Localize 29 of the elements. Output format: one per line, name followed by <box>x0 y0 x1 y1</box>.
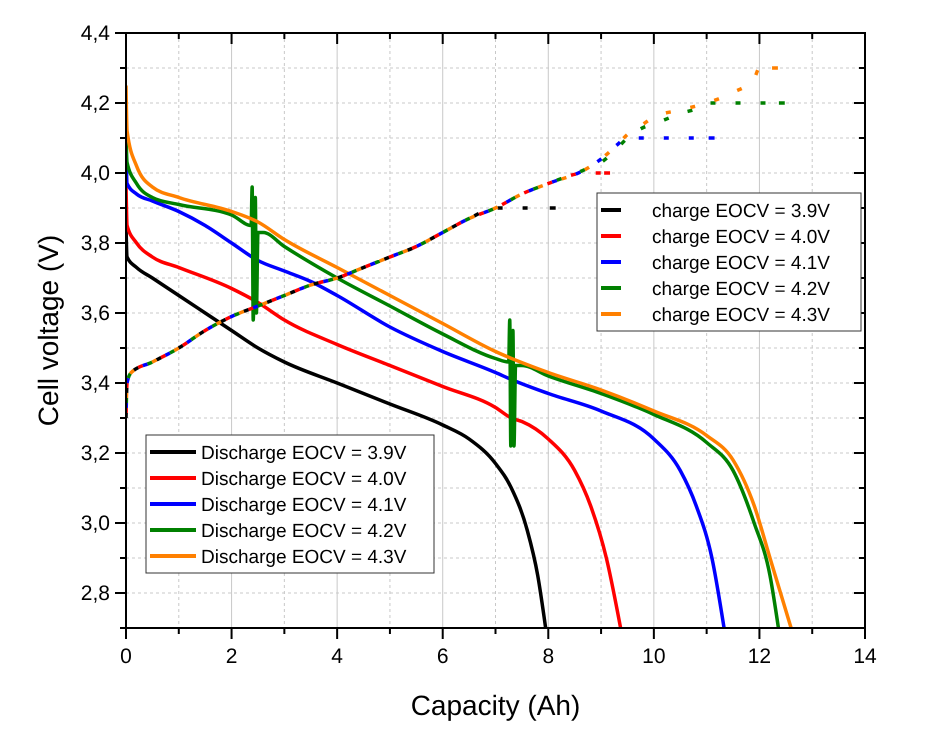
legend-label: Discharge EOCV = 4.1V <box>201 495 407 516</box>
y-tick-label: 4,4 <box>80 22 110 45</box>
legend-label: charge EOCV = 3.9V <box>652 201 830 222</box>
x-tick-label: 6 <box>436 645 449 668</box>
legend-label: Discharge EOCV = 4.0V <box>201 469 407 490</box>
x-tick-label: 8 <box>542 645 554 668</box>
legend-label: Discharge EOCV = 4.2V <box>201 521 407 542</box>
x-tick-label: 14 <box>853 645 877 668</box>
y-tick-label: 3,4 <box>80 372 110 395</box>
y-tick-label: 2,8 <box>80 582 110 605</box>
y-tick-label: 3,0 <box>80 512 110 535</box>
x-tick-label: 0 <box>120 645 132 668</box>
x-tick-label: 4 <box>331 645 344 668</box>
x-tick-label: 2 <box>226 645 238 668</box>
x-axis-title: Capacity (Ah) <box>410 690 580 721</box>
legend-label: charge EOCV = 4.1V <box>652 253 830 274</box>
y-tick-label: 3,8 <box>80 232 110 255</box>
x-tick-label: 12 <box>748 645 772 668</box>
legend-label: charge EOCV = 4.2V <box>652 279 830 300</box>
y-tick-label: 3,6 <box>80 302 110 325</box>
legend-label: Discharge EOCV = 3.9V <box>201 443 407 464</box>
legend-label: charge EOCV = 4.0V <box>652 227 830 248</box>
y-axis-title: Cell voltage (V) <box>33 234 64 426</box>
legend-label: charge EOCV = 4.3V <box>652 305 830 326</box>
y-tick-label: 4,0 <box>80 162 110 185</box>
y-tick-label: 3,2 <box>80 442 110 465</box>
y-tick-label: 4,2 <box>80 92 110 115</box>
x-tick-label: 10 <box>642 645 666 668</box>
legend-label: Discharge EOCV = 4.3V <box>201 547 407 568</box>
